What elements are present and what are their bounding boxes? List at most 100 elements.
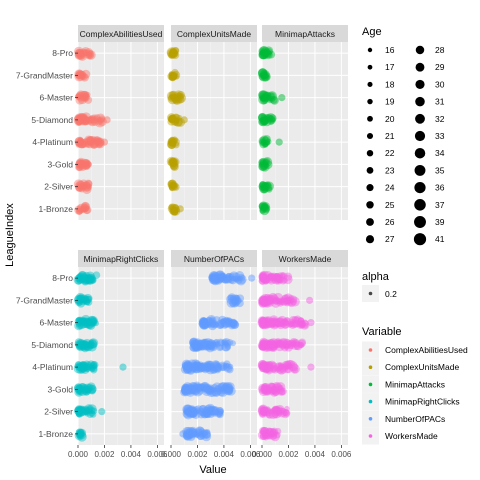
data-point (259, 363, 266, 370)
data-point (167, 113, 176, 123)
data-point (262, 362, 272, 373)
data-point (74, 71, 85, 82)
data-point (83, 298, 91, 306)
data-point (281, 318, 290, 327)
data-point (207, 342, 216, 351)
data-point (260, 276, 268, 284)
data-point (222, 383, 230, 390)
data-point (168, 182, 178, 192)
data-point (176, 92, 182, 98)
data-point (220, 318, 226, 324)
data-point (232, 272, 241, 281)
data-point (270, 362, 278, 369)
data-point (260, 162, 270, 172)
data-point (208, 272, 218, 283)
data-point (89, 364, 95, 370)
data-point (257, 430, 268, 440)
data-point (266, 342, 272, 348)
facet-strip-label: MinimapAttacks (275, 29, 335, 39)
data-point (264, 363, 272, 370)
data-point (263, 160, 273, 169)
data-point (168, 72, 177, 82)
data-point (278, 364, 287, 373)
data-point (229, 295, 236, 303)
data-point (278, 318, 288, 328)
data-point (288, 321, 294, 328)
data-point (78, 273, 89, 283)
data-point (206, 405, 215, 413)
data-point (77, 112, 87, 123)
data-point (200, 339, 208, 348)
data-point (193, 343, 200, 350)
data-point (168, 203, 177, 212)
data-point (259, 342, 268, 351)
data-point (266, 321, 273, 328)
data-point (194, 363, 202, 370)
data-point (271, 387, 281, 397)
data-point (191, 381, 202, 392)
data-point (87, 340, 95, 349)
data-point (196, 431, 206, 441)
data-point (76, 277, 83, 284)
facet-strip-label: WorkersMade (279, 254, 332, 264)
data-point (201, 318, 208, 325)
data-point (260, 364, 268, 371)
data-point (194, 428, 203, 437)
data-point (170, 137, 180, 147)
data-point (220, 276, 227, 283)
data-point (261, 52, 269, 59)
data-point (209, 277, 216, 284)
data-point (199, 411, 205, 417)
data-point (283, 293, 293, 303)
data-point (75, 163, 84, 171)
data-point (80, 116, 87, 123)
data-point (258, 297, 268, 307)
data-point (221, 318, 231, 328)
data-point (258, 383, 267, 393)
data-point (192, 364, 202, 374)
legend-variable-label: MinimapAttacks (385, 379, 445, 389)
data-point (269, 343, 278, 352)
data-point (268, 292, 278, 303)
data-point (261, 163, 268, 171)
data-point (187, 411, 194, 418)
y-tick-label: 4-Platinum (32, 137, 73, 147)
data-point (223, 362, 230, 369)
data-point (77, 386, 88, 397)
data-point (87, 342, 94, 349)
data-point (87, 360, 95, 368)
legend-size-label: 36 (435, 183, 445, 193)
data-point (258, 116, 269, 127)
data-point (168, 179, 177, 189)
data-point (213, 385, 223, 395)
data-point (77, 137, 83, 144)
data-point (298, 321, 306, 329)
data-point (199, 317, 209, 328)
data-point (272, 319, 280, 327)
data-point (203, 408, 213, 419)
data-point (268, 114, 277, 123)
data-point (228, 271, 239, 282)
data-point (169, 74, 177, 82)
data-point (262, 91, 270, 99)
data-point (78, 361, 86, 369)
data-point (74, 114, 83, 124)
data-point (168, 203, 175, 210)
data-point (85, 364, 92, 370)
data-point (221, 321, 229, 329)
data-point (259, 339, 267, 346)
data-point (76, 428, 85, 437)
data-point-outlier (100, 138, 109, 146)
data-point (287, 300, 294, 306)
data-point (264, 320, 273, 329)
data-point (78, 270, 87, 280)
data-point (79, 278, 85, 284)
data-point (264, 341, 272, 348)
data-point (262, 366, 269, 373)
data-point (272, 273, 280, 281)
data-point (263, 158, 271, 165)
data-point (223, 278, 229, 284)
data-point (269, 319, 280, 330)
data-point (257, 113, 267, 123)
y-tick-label: 1-Bronze (39, 204, 74, 214)
